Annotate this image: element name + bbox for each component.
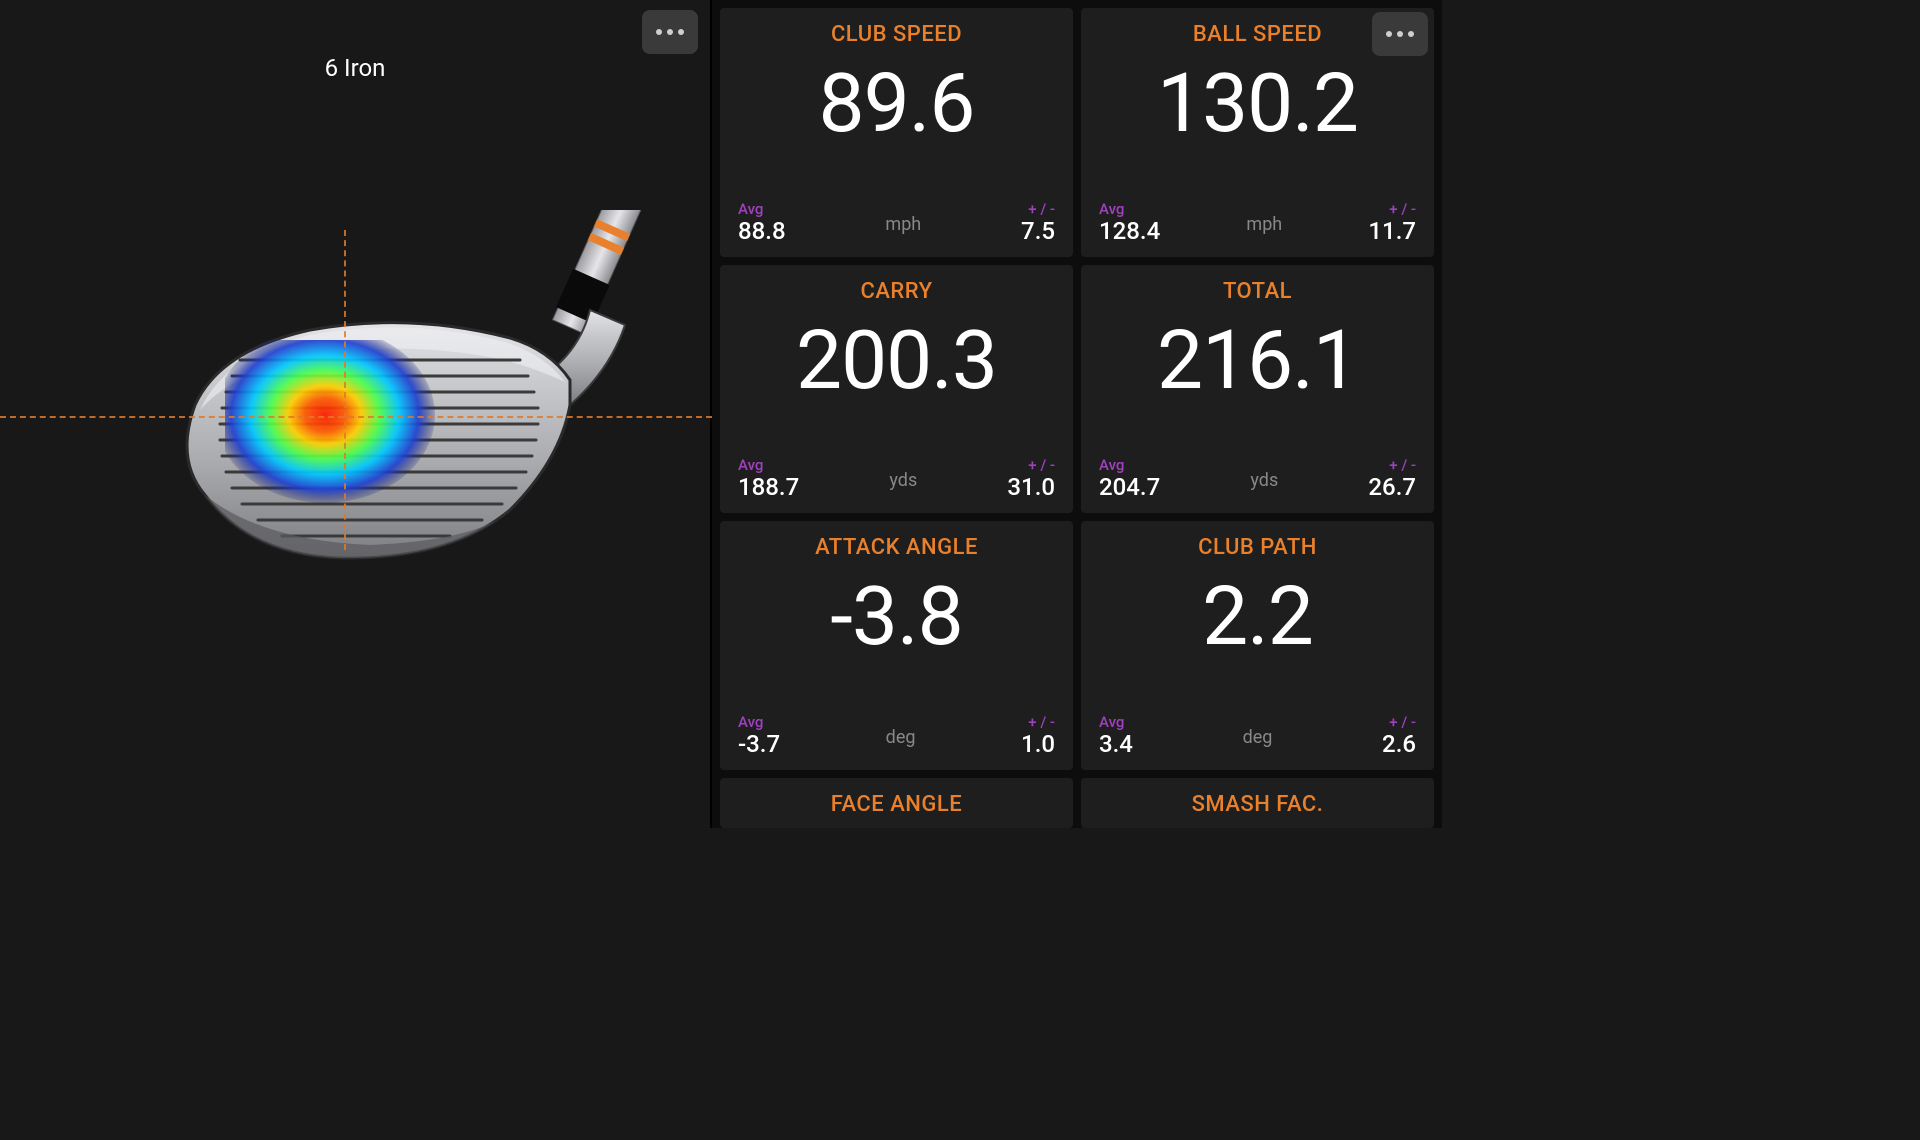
metric-value: -3.8 xyxy=(738,574,1055,660)
range-value: 26.7 xyxy=(1368,473,1416,501)
range-label: + / - xyxy=(1389,200,1416,218)
metric-card-attack-angle[interactable]: ATTACK ANGLE -3.8 Avg -3.7 deg + / - 1.0 xyxy=(720,521,1073,770)
metric-unit: yds xyxy=(1250,470,1278,491)
metric-footer: Avg 128.4 mph + / - 11.7 xyxy=(1099,192,1416,245)
crosshair-horizontal xyxy=(0,416,712,418)
club-face-stage xyxy=(0,150,712,670)
metric-value: 216.1 xyxy=(1099,318,1416,404)
range-value: 7.5 xyxy=(1021,217,1055,245)
range-label: + / - xyxy=(1028,200,1055,218)
club-name-label: 6 Iron xyxy=(325,54,386,82)
dots-icon xyxy=(667,29,673,35)
range-value: 2.6 xyxy=(1382,730,1416,758)
avg-label: Avg xyxy=(1099,713,1124,731)
range-label: + / - xyxy=(1028,456,1055,474)
metric-card-face-angle[interactable]: FACE ANGLE xyxy=(720,778,1073,829)
avg-label: Avg xyxy=(1099,456,1124,474)
range-label: + / - xyxy=(1389,456,1416,474)
avg-value: 3.4 xyxy=(1099,730,1133,758)
impact-panel: 6 Iron xyxy=(0,0,712,828)
avg-value: 204.7 xyxy=(1099,473,1160,501)
metrics-more-button[interactable] xyxy=(1372,12,1428,56)
metric-footer: Avg -3.7 deg + / - 1.0 xyxy=(738,705,1055,758)
metric-unit: deg xyxy=(886,727,916,748)
metric-value: 2.2 xyxy=(1099,574,1416,660)
avg-label: Avg xyxy=(738,200,763,218)
metric-footer: Avg 188.7 yds + / - 31.0 xyxy=(738,448,1055,501)
metric-unit: yds xyxy=(889,470,917,491)
range-value: 1.0 xyxy=(1021,730,1055,758)
range-label: + / - xyxy=(1028,713,1055,731)
dots-icon xyxy=(1397,31,1403,37)
impact-more-button[interactable] xyxy=(642,10,698,54)
metric-value: 89.6 xyxy=(738,61,1055,147)
club-head-graphic xyxy=(150,210,690,610)
metrics-panel: CLUB SPEED 89.6 Avg 88.8 mph + / - 7.5 xyxy=(712,0,1442,828)
metric-card-smash-factor[interactable]: SMASH FAC. xyxy=(1081,778,1434,829)
avg-value: 128.4 xyxy=(1099,217,1160,245)
metric-title: CLUB PATH xyxy=(1099,535,1416,560)
metric-title: SMASH FAC. xyxy=(1099,792,1416,817)
metric-title: FACE ANGLE xyxy=(738,792,1055,817)
metric-card-club-speed[interactable]: CLUB SPEED 89.6 Avg 88.8 mph + / - 7.5 xyxy=(720,8,1073,257)
dots-icon xyxy=(1408,31,1414,37)
metrics-grid: CLUB SPEED 89.6 Avg 88.8 mph + / - 7.5 xyxy=(720,8,1434,828)
metric-footer: Avg 88.8 mph + / - 7.5 xyxy=(738,192,1055,245)
avg-value: 88.8 xyxy=(738,217,786,245)
metric-title: CARRY xyxy=(738,279,1055,304)
metric-unit: deg xyxy=(1243,727,1273,748)
avg-label: Avg xyxy=(738,713,763,731)
metric-card-carry[interactable]: CARRY 200.3 Avg 188.7 yds + / - 31.0 xyxy=(720,265,1073,514)
app-root: 6 Iron xyxy=(0,0,1442,828)
metric-card-total[interactable]: TOTAL 216.1 Avg 204.7 yds + / - 26.7 xyxy=(1081,265,1434,514)
range-value: 31.0 xyxy=(1007,473,1055,501)
metric-title: ATTACK ANGLE xyxy=(738,535,1055,560)
metric-title: BALL SPEED xyxy=(1099,22,1416,47)
avg-value: 188.7 xyxy=(738,473,799,501)
metric-card-club-path[interactable]: CLUB PATH 2.2 Avg 3.4 deg + / - 2.6 xyxy=(1081,521,1434,770)
metric-title: TOTAL xyxy=(1099,279,1416,304)
avg-value: -3.7 xyxy=(738,730,780,758)
dots-icon xyxy=(1386,31,1392,37)
avg-label: Avg xyxy=(738,456,763,474)
metric-footer: Avg 3.4 deg + / - 2.6 xyxy=(1099,705,1416,758)
crosshair-vertical xyxy=(344,230,346,550)
range-label: + / - xyxy=(1389,713,1416,731)
metric-title: CLUB SPEED xyxy=(738,22,1055,47)
metric-value: 130.2 xyxy=(1099,61,1416,147)
metric-unit: mph xyxy=(885,214,921,235)
metric-unit: mph xyxy=(1246,214,1282,235)
metric-footer: Avg 204.7 yds + / - 26.7 xyxy=(1099,448,1416,501)
dots-icon xyxy=(656,29,662,35)
dots-icon xyxy=(678,29,684,35)
metric-value: 200.3 xyxy=(738,318,1055,404)
range-value: 11.7 xyxy=(1368,217,1416,245)
avg-label: Avg xyxy=(1099,200,1124,218)
